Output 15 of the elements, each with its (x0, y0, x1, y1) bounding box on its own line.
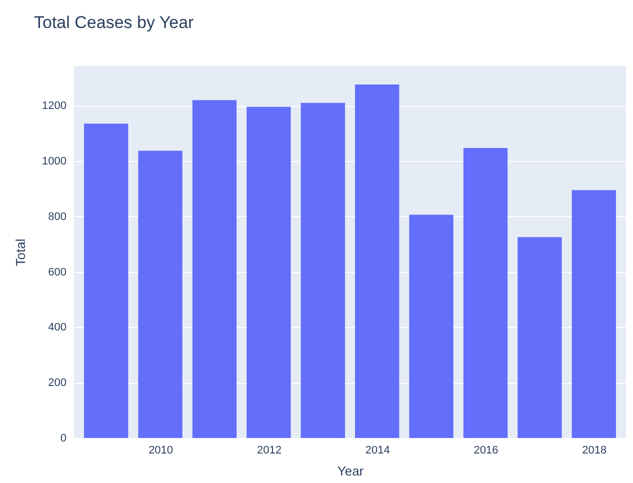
y-tick-label: 1200 (42, 100, 66, 112)
chart-title: Total Ceases by Year (34, 13, 194, 32)
x-axis-title: Year (337, 464, 364, 478)
y-tick-label: 1000 (42, 156, 66, 168)
y-tick-label: 200 (48, 377, 66, 390)
x-tick-label: 2012 (256, 444, 282, 456)
y-axis-title: Total (13, 238, 28, 266)
y-tick-label: 600 (48, 266, 66, 278)
y-tick-label: 0 (60, 432, 66, 444)
y-tick-label: 400 (48, 322, 66, 334)
y-tick-label: 800 (48, 210, 66, 223)
x-tick-label: 2018 (582, 444, 607, 456)
x-tick-label: 2016 (474, 444, 498, 456)
x-tick-label: 2010 (148, 444, 174, 456)
x-tick-label: 2014 (365, 444, 390, 456)
